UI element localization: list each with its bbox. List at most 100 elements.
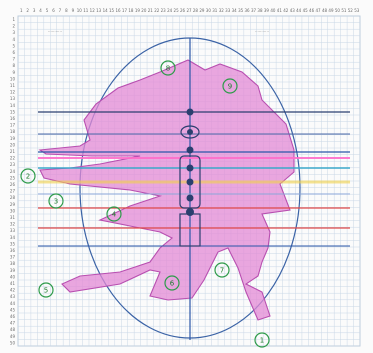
row-label: 22 bbox=[10, 156, 16, 161]
column-label: 39 bbox=[264, 8, 270, 13]
column-label: 43 bbox=[290, 8, 296, 13]
column-label: 1 bbox=[20, 8, 23, 13]
row-label: 40 bbox=[10, 274, 16, 279]
column-label: 36 bbox=[245, 8, 251, 13]
shaded-figure bbox=[38, 59, 295, 321]
column-label: 16 bbox=[115, 8, 121, 13]
column-label: 50 bbox=[335, 8, 341, 13]
row-label: 49 bbox=[10, 334, 16, 339]
column-label: 23 bbox=[161, 8, 167, 13]
column-label: 8 bbox=[65, 8, 68, 13]
column-label: 35 bbox=[238, 8, 244, 13]
region-callout-label: 4 bbox=[112, 211, 117, 219]
row-label: 18 bbox=[10, 129, 16, 134]
column-label: 45 bbox=[303, 8, 309, 13]
region-callout-circle bbox=[160, 60, 176, 76]
row-label: 8 bbox=[12, 63, 15, 68]
column-label: 13 bbox=[96, 8, 102, 13]
row-label: 14 bbox=[10, 103, 16, 108]
row-label: 7 bbox=[12, 57, 15, 62]
column-label: 18 bbox=[128, 8, 134, 13]
row-label: 37 bbox=[10, 255, 16, 260]
column-label: 41 bbox=[277, 8, 283, 13]
row-label: 32 bbox=[10, 222, 16, 227]
row-label: 29 bbox=[10, 202, 16, 207]
column-label: 26 bbox=[180, 8, 186, 13]
row-label: 24 bbox=[10, 169, 16, 174]
column-label: 33 bbox=[225, 8, 231, 13]
row-label: 42 bbox=[10, 288, 16, 293]
row-label: 4 bbox=[12, 37, 15, 42]
column-label: 44 bbox=[296, 8, 302, 13]
row-label: 13 bbox=[10, 96, 16, 101]
row-label: 39 bbox=[10, 268, 16, 273]
region-callout-circle bbox=[38, 282, 54, 298]
region-callout-circle bbox=[214, 262, 230, 278]
row-label: 47 bbox=[10, 321, 16, 326]
column-label: 4 bbox=[39, 8, 42, 13]
row-label: 26 bbox=[10, 182, 16, 187]
row-label: 10 bbox=[10, 76, 16, 81]
column-label: 15 bbox=[109, 8, 115, 13]
column-label: 22 bbox=[154, 8, 160, 13]
marker-dot-2 bbox=[187, 129, 193, 135]
region-callouts: 1 2 3 4 5 6 7 8 9 bbox=[20, 60, 270, 348]
marker-rect bbox=[179, 213, 201, 247]
region-callout-label: 7 bbox=[220, 267, 224, 275]
row-label: 36 bbox=[10, 248, 16, 253]
row-label: 3 bbox=[12, 30, 15, 35]
marker-dot-3 bbox=[186, 146, 194, 154]
region-callout-label: 8 bbox=[166, 65, 170, 73]
row-label: 27 bbox=[10, 189, 16, 194]
row-label: 33 bbox=[10, 228, 16, 233]
row-label: 19 bbox=[10, 136, 16, 141]
column-label: 24 bbox=[167, 8, 173, 13]
column-label: 14 bbox=[103, 8, 109, 13]
marker-dot-6 bbox=[186, 194, 194, 202]
row-label: 41 bbox=[10, 281, 16, 286]
region-callout-label: 3 bbox=[54, 198, 58, 206]
region-callout-circle bbox=[254, 332, 270, 348]
row-label: 20 bbox=[10, 142, 16, 147]
row-label: 6 bbox=[12, 50, 15, 55]
column-label: 30 bbox=[206, 8, 212, 13]
column-label: 10 bbox=[77, 8, 83, 13]
row-label: 9 bbox=[12, 70, 15, 75]
column-label: 9 bbox=[72, 8, 75, 13]
row-label: 38 bbox=[10, 261, 16, 266]
header-right-note: ........... bbox=[255, 28, 269, 33]
column-label: 42 bbox=[283, 8, 289, 13]
column-label: 20 bbox=[141, 8, 147, 13]
region-callout-circle bbox=[20, 168, 36, 184]
row-label: 46 bbox=[10, 314, 16, 319]
region-callout-circle bbox=[222, 78, 238, 94]
column-label: 6 bbox=[52, 8, 55, 13]
row-label: 35 bbox=[10, 241, 16, 246]
row-label: 21 bbox=[10, 149, 16, 154]
column-label: 3 bbox=[33, 8, 36, 13]
row-label: 45 bbox=[10, 307, 16, 312]
column-label: 38 bbox=[257, 8, 263, 13]
row-labels: 1234567891011121314151617181920212223242… bbox=[10, 17, 16, 345]
column-label: 27 bbox=[186, 8, 192, 13]
column-label: 2 bbox=[26, 8, 29, 13]
row-label: 31 bbox=[10, 215, 16, 220]
column-label: 48 bbox=[322, 8, 328, 13]
row-label: 5 bbox=[12, 43, 15, 48]
column-label: 34 bbox=[232, 8, 238, 13]
column-label: 51 bbox=[341, 8, 347, 13]
column-label: 7 bbox=[59, 8, 62, 13]
row-label: 15 bbox=[10, 109, 16, 114]
row-label: 23 bbox=[10, 162, 16, 167]
row-label: 34 bbox=[10, 235, 16, 240]
column-label: 19 bbox=[135, 8, 141, 13]
column-label: 52 bbox=[348, 8, 354, 13]
marker-dot-4 bbox=[186, 164, 194, 172]
region-callout-circle bbox=[164, 275, 180, 291]
row-label: 11 bbox=[10, 83, 16, 88]
region-callout-label: 1 bbox=[260, 337, 264, 345]
row-label: 48 bbox=[10, 327, 16, 332]
region-callout-label: 9 bbox=[228, 83, 232, 91]
